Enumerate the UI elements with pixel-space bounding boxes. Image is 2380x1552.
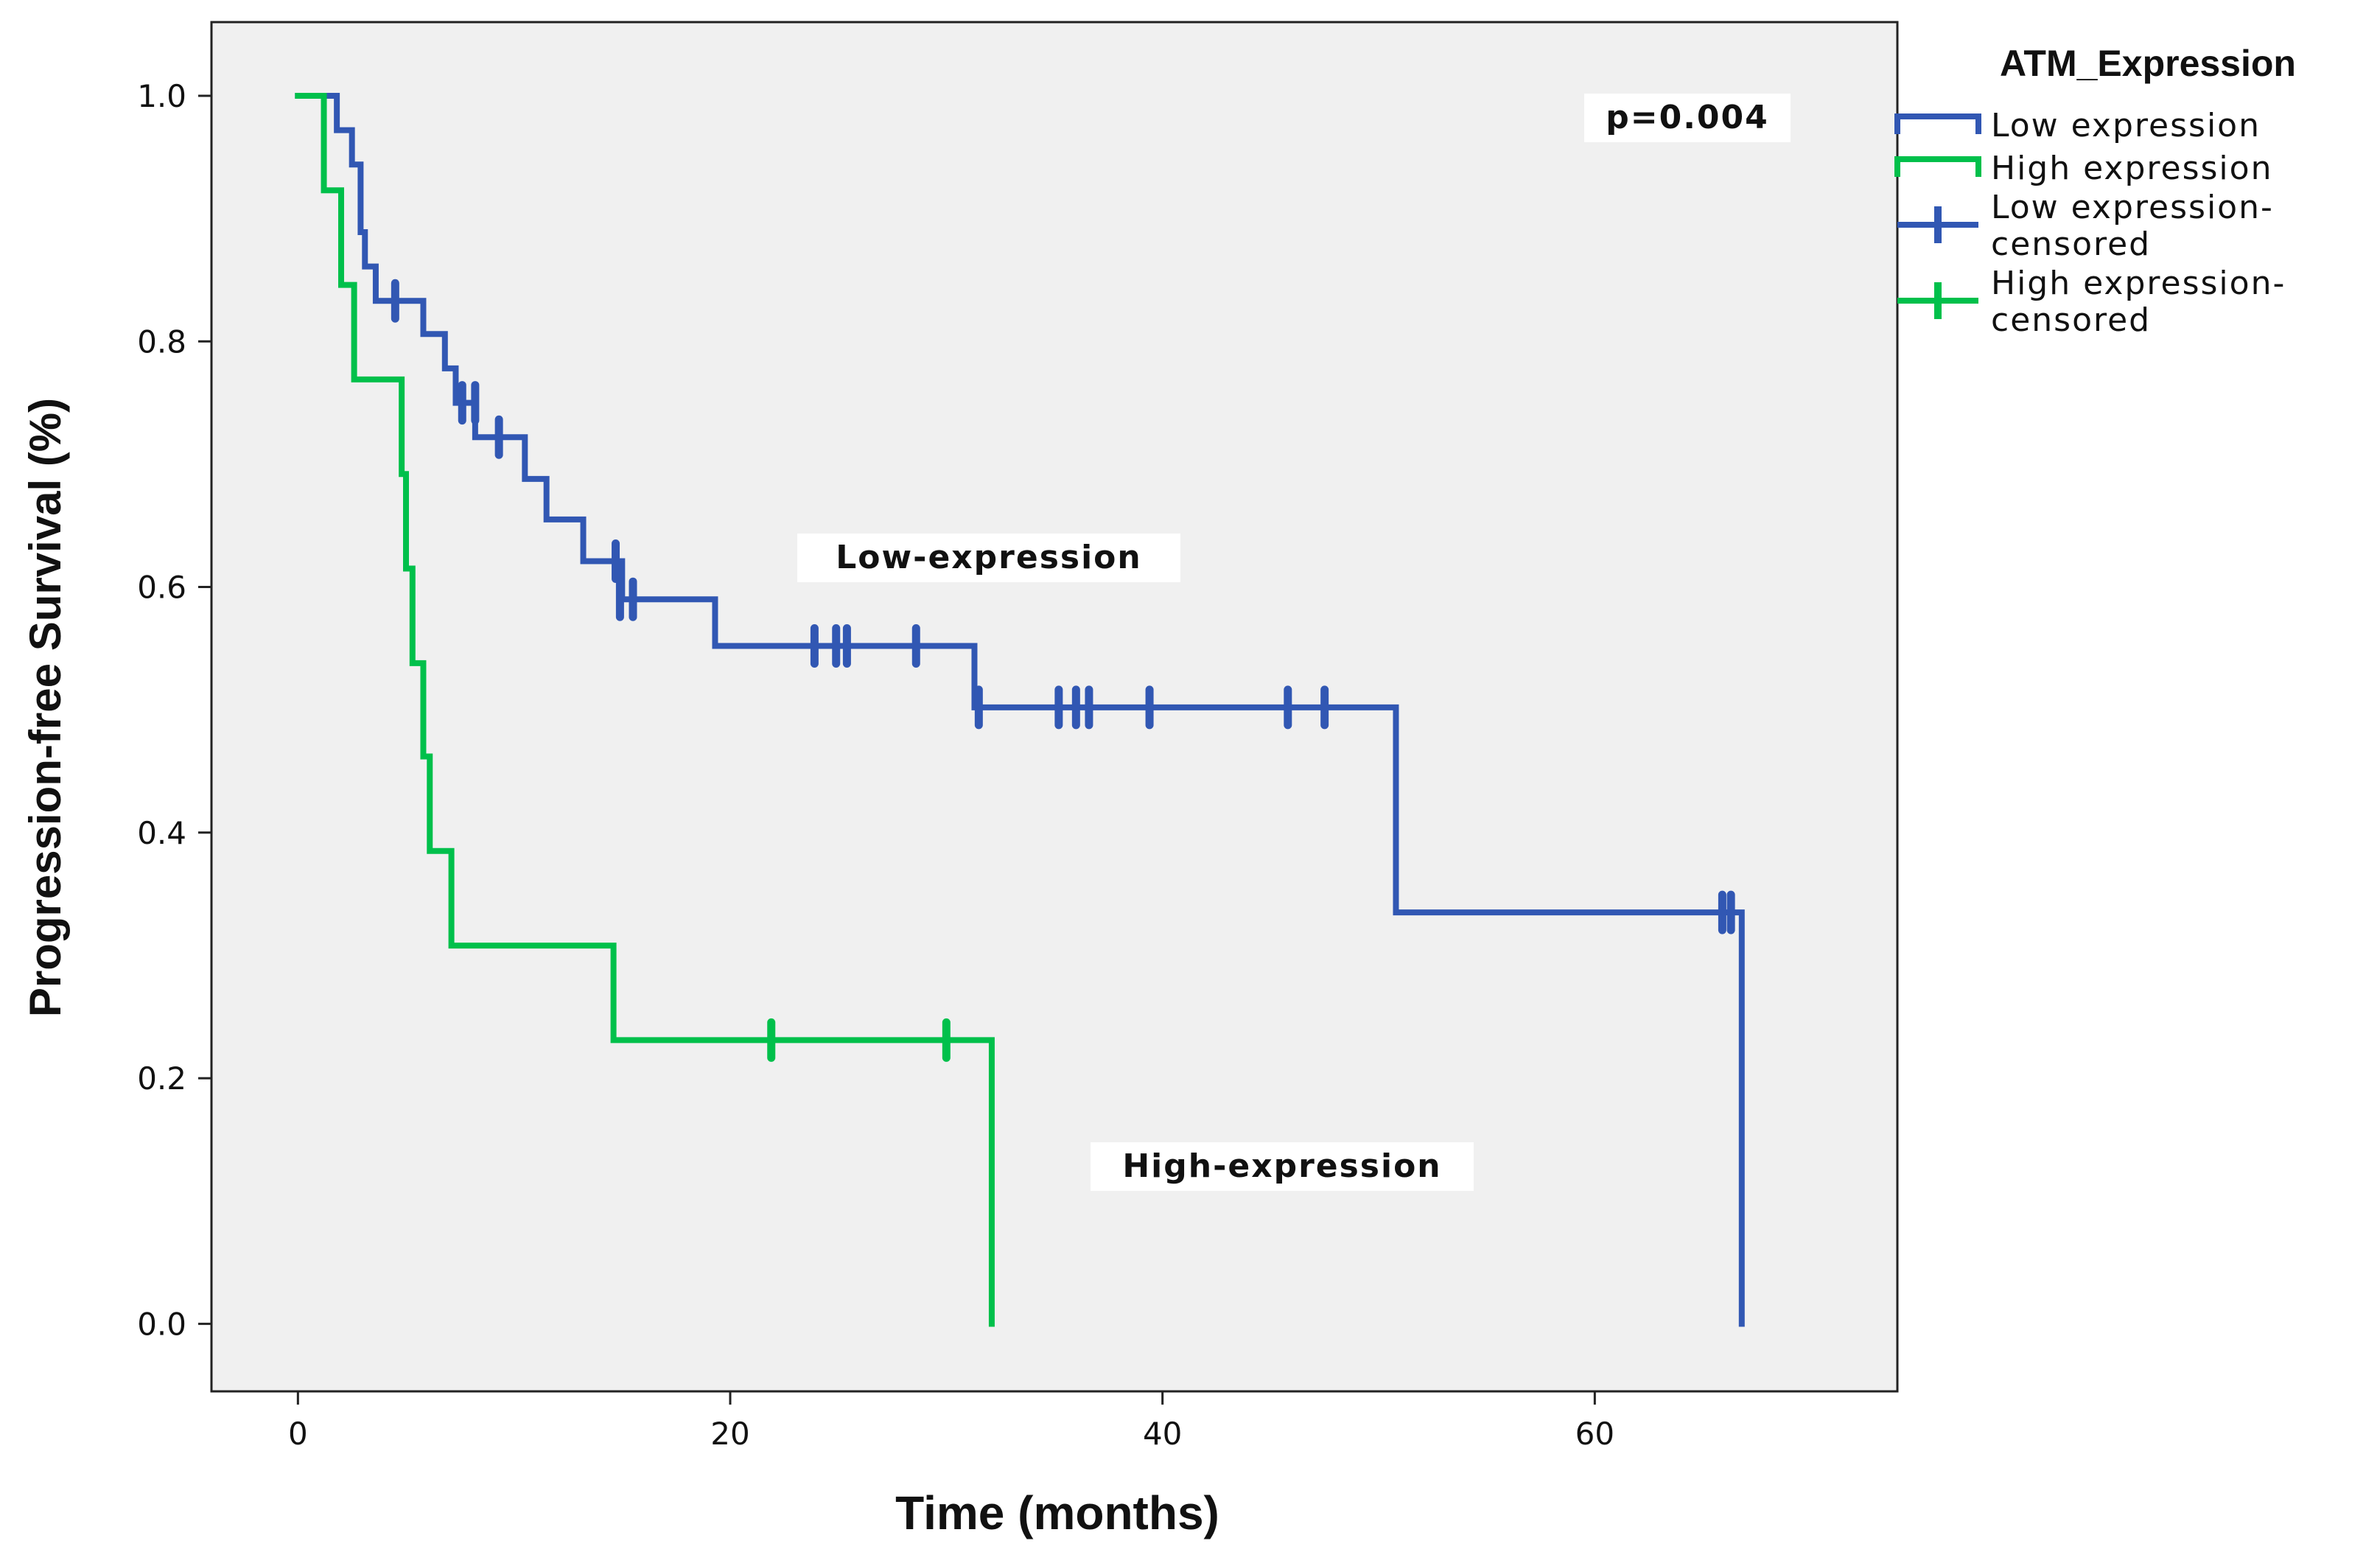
y-tick-label: 0.0 (137, 1306, 186, 1342)
annotations: p=0.004 Low-expression High-expression (797, 94, 1791, 1191)
legend-label-low-censored-2: censored (1991, 226, 2151, 263)
km-curve-high (295, 92, 995, 1327)
x-tick-label: 60 (1575, 1416, 1614, 1452)
x-axis-title: Time (months) (895, 1486, 1219, 1539)
y-tick-label: 0.4 (137, 815, 186, 851)
y-tick-label: 0.2 (137, 1060, 186, 1097)
y-tick-label: 1.0 (137, 78, 186, 114)
x-tick-label: 20 (710, 1416, 749, 1452)
legend-label-low: Low expression (1991, 107, 2261, 144)
high-expression-label-bg (1091, 1142, 1474, 1191)
low-expression-label-bg (797, 534, 1180, 582)
legend-label-high: High expression (1991, 150, 2272, 187)
y-tick-label: 0.6 (137, 570, 186, 606)
p-value-label: p=0.004 (1606, 99, 1769, 136)
legend: ATM_Expression Low expression High expre… (1894, 43, 2296, 339)
low-expression-label: Low-expression (836, 539, 1141, 576)
p-value-bg (1584, 94, 1791, 142)
legend-label-high-censored-2: censored (1991, 301, 2151, 339)
legend-label-low-censored-1: Low expression- (1991, 189, 2274, 226)
legend-line-high (1894, 156, 1981, 177)
x-axis: 0 20 40 60 (288, 1391, 1614, 1452)
high-expression-label: High-expression (1122, 1147, 1441, 1185)
y-axis: 0.0 0.2 0.4 0.6 0.8 1.0 (137, 78, 211, 1342)
legend-label-high-censored-1: High expression- (1991, 265, 2286, 302)
legend-title: ATM_Expression (2000, 43, 2296, 84)
x-tick-label: 40 (1143, 1416, 1182, 1452)
y-tick-label: 0.8 (137, 324, 186, 360)
y-axis-title: Progression-free Survival (%) (21, 398, 70, 1017)
legend-line-low (1894, 113, 1981, 134)
censor-marks (391, 279, 1735, 1062)
x-tick-label: 0 (288, 1416, 308, 1452)
